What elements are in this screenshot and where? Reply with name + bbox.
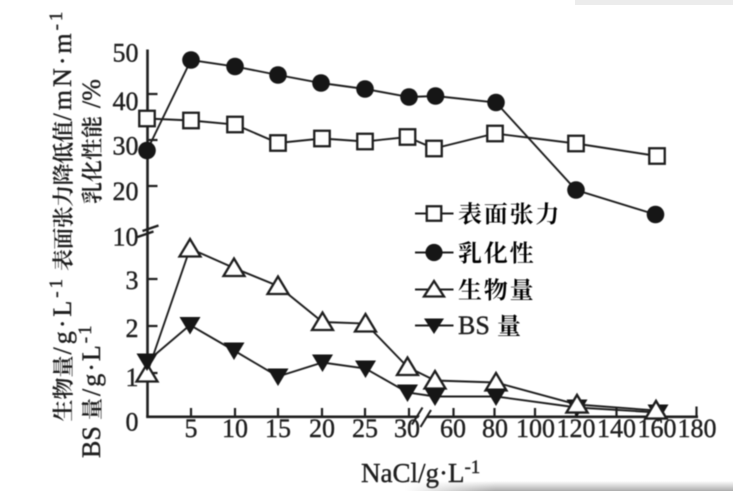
svg-text:180: 180 <box>678 414 717 443</box>
svg-text:25: 25 <box>352 414 378 443</box>
svg-text:1: 1 <box>126 363 139 392</box>
svg-text:BS: BS <box>458 311 490 340</box>
svg-text:/mN·m-1: /mN·m-1 <box>46 9 77 121</box>
svg-text:80: 80 <box>482 414 508 443</box>
svg-text:30: 30 <box>113 132 139 161</box>
svg-text:0: 0 <box>126 408 139 437</box>
svg-text:15: 15 <box>265 414 291 443</box>
svg-text:30: 30 <box>394 414 420 443</box>
svg-text:160: 160 <box>638 414 677 443</box>
svg-text:140: 140 <box>597 414 636 443</box>
svg-text:BS: BS <box>77 426 106 458</box>
svg-text:/g·L-1: /g·L-1 <box>75 323 106 396</box>
svg-text:20: 20 <box>309 414 335 443</box>
svg-text:40: 40 <box>113 87 139 116</box>
svg-text:/g·L-1: /g·L-1 <box>46 276 77 355</box>
svg-text:100: 100 <box>516 414 555 443</box>
svg-text:120: 120 <box>557 414 596 443</box>
svg-text:10: 10 <box>222 414 248 443</box>
svg-text:60: 60 <box>440 414 466 443</box>
svg-text:/%: /% <box>77 79 106 108</box>
svg-text:2: 2 <box>126 314 139 343</box>
svg-text:5: 5 <box>185 414 198 443</box>
svg-text:50: 50 <box>113 39 139 68</box>
svg-text:10: 10 <box>113 223 139 252</box>
svg-text:3: 3 <box>126 266 139 295</box>
svg-text:20: 20 <box>113 177 139 206</box>
